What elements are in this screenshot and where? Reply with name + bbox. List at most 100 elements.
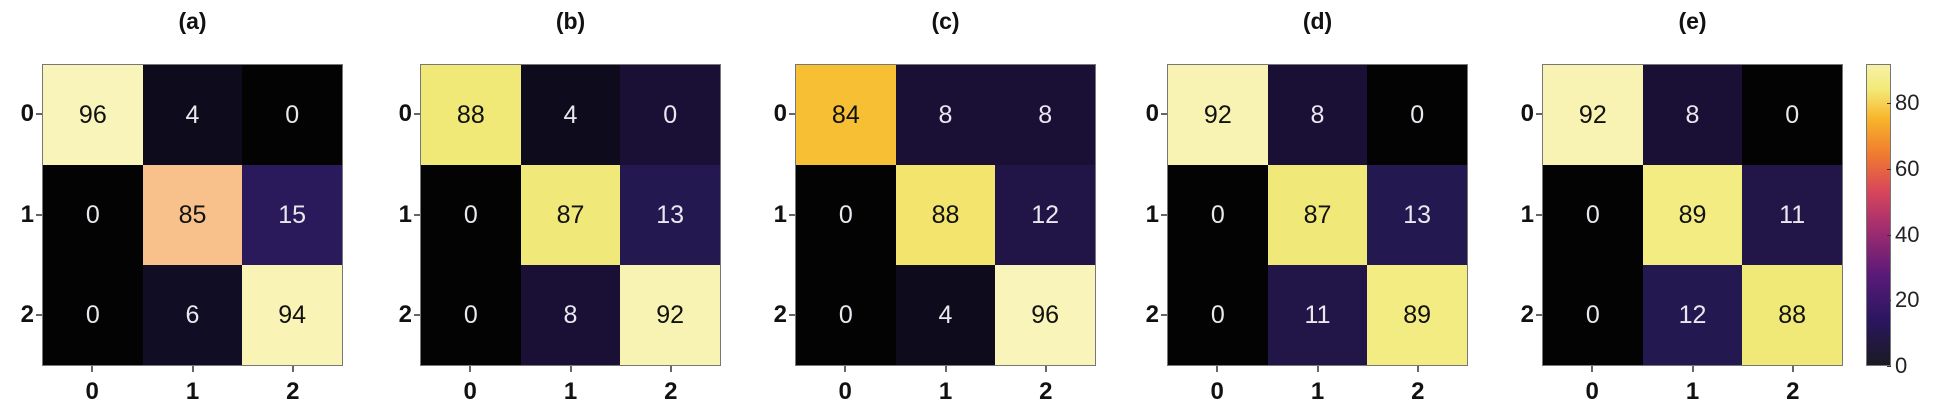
matrix-cell: 8	[1267, 65, 1368, 165]
matrix-cell: 0	[1543, 265, 1643, 365]
x-tick-mark	[291, 366, 294, 372]
matrix-cell: 94	[242, 265, 342, 365]
x-tick-mark	[944, 366, 947, 372]
confusion-matrix: 88 4 0 0 87 13 0 8 92	[420, 64, 721, 366]
x-tick-label: 1	[185, 378, 200, 405]
colorbar-tick-mark	[1887, 103, 1891, 105]
matrix-cell: 87	[520, 165, 621, 265]
y-tick-mark	[414, 113, 420, 116]
y-tick-mark	[36, 313, 42, 316]
matrix-cell: 85	[142, 165, 243, 265]
matrix-cell: 88	[421, 65, 521, 165]
y-tick-mark	[789, 213, 795, 216]
y-tick-mark	[789, 313, 795, 316]
x-tick-label: 1	[938, 378, 953, 405]
matrix-cell: 13	[1367, 165, 1467, 265]
matrix-cell: 6	[142, 265, 243, 365]
x-tick-label: 1	[563, 378, 578, 405]
y-tick-mark	[1161, 113, 1167, 116]
x-tick-label: 2	[664, 378, 678, 405]
y-tick-mark	[36, 113, 42, 116]
matrix-cell: 4	[895, 265, 996, 365]
matrix-cell: 0	[1543, 165, 1643, 265]
y-tick-mark	[1536, 213, 1542, 216]
colorbar	[1866, 64, 1891, 366]
matrix-cell: 8	[995, 65, 1095, 165]
matrix-cell: 13	[620, 165, 720, 265]
y-tick-label: 0	[20, 100, 34, 128]
y-tick-mark	[36, 213, 42, 216]
confusion-matrix: 92 8 0 0 89 11 0 12 88	[1542, 64, 1843, 366]
colorbar-tick-mark	[1887, 366, 1891, 367]
heatmap-panel: (d) 92 8 0 0 87 13 0 11 89 0 1 2 0 1 2	[1125, 0, 1505, 420]
matrix-cell: 0	[1168, 265, 1268, 365]
matrix-cell: 8	[895, 65, 996, 165]
matrix-cell: 84	[796, 65, 896, 165]
matrix-cell: 88	[1742, 265, 1842, 365]
colorbar-tick-label: 80	[1895, 90, 1920, 116]
x-tick-label: 0	[85, 378, 99, 405]
y-tick-label: 2	[1520, 300, 1534, 328]
x-tick-mark	[91, 366, 94, 372]
y-tick-label: 0	[398, 100, 412, 128]
y-tick-label: 1	[773, 200, 787, 228]
y-tick-mark	[1161, 213, 1167, 216]
matrix-cell: 89	[1642, 165, 1743, 265]
x-tick-label: 0	[463, 378, 477, 405]
y-tick-label: 2	[20, 300, 34, 328]
panel-title: (e)	[1678, 8, 1707, 34]
y-tick-mark	[1536, 313, 1542, 316]
heatmap-panel: (a) 96 4 0 0 85 15 0 6 94 0 1 2 0 1 2	[0, 0, 380, 420]
y-tick-label: 1	[1520, 200, 1534, 228]
x-tick-mark	[669, 366, 672, 372]
x-tick-label: 1	[1310, 378, 1325, 405]
colorbar-tick-mark	[1887, 234, 1891, 236]
matrix-cell: 0	[242, 65, 342, 165]
y-tick-mark	[1536, 113, 1542, 116]
matrix-cell: 0	[421, 165, 521, 265]
x-tick-label: 0	[1210, 378, 1224, 405]
x-tick-mark	[469, 366, 472, 372]
y-tick-label: 2	[773, 300, 787, 328]
y-tick-label: 1	[398, 200, 412, 228]
matrix-cell: 92	[620, 265, 720, 365]
x-tick-label: 0	[1585, 378, 1599, 405]
y-tick-label: 2	[398, 300, 412, 328]
panel-title: (a)	[178, 8, 207, 34]
x-tick-mark	[844, 366, 847, 372]
heatmap-panel: (c) 84 8 8 0 88 12 0 4 96 0 1 2 0 1 2	[753, 0, 1133, 420]
colorbar-tick-mark	[1887, 169, 1891, 171]
matrix-cell: 88	[895, 165, 996, 265]
matrix-cell: 96	[43, 65, 143, 165]
y-tick-label: 1	[20, 200, 34, 228]
matrix-cell: 89	[1367, 265, 1467, 365]
colorbar-tick-mark	[1887, 300, 1891, 302]
matrix-cell: 11	[1267, 265, 1368, 365]
y-tick-label: 1	[1145, 200, 1159, 228]
panel-title: (b)	[555, 8, 586, 34]
x-tick-label: 0	[838, 378, 852, 405]
x-tick-mark	[569, 366, 572, 372]
y-tick-mark	[789, 113, 795, 116]
confusion-matrix: 84 8 8 0 88 12 0 4 96	[795, 64, 1096, 366]
y-tick-label: 0	[1145, 100, 1159, 128]
heatmap-panel: (e) 92 8 0 0 89 11 0 12 88 0 1 2 0 1 2	[1500, 0, 1880, 420]
matrix-cell: 8	[1642, 65, 1743, 165]
x-tick-label: 2	[1039, 378, 1053, 405]
matrix-cell: 0	[43, 265, 143, 365]
matrix-cell: 0	[1168, 165, 1268, 265]
y-tick-mark	[414, 313, 420, 316]
matrix-cell: 11	[1742, 165, 1842, 265]
x-tick-label: 2	[1786, 378, 1800, 405]
matrix-cell: 0	[796, 165, 896, 265]
matrix-cell: 0	[43, 165, 143, 265]
matrix-cell: 87	[1267, 165, 1368, 265]
matrix-cell: 96	[995, 265, 1095, 365]
matrix-cell: 0	[796, 265, 896, 365]
x-tick-label: 1	[1685, 378, 1700, 405]
colorbar-tick-label: 40	[1895, 221, 1920, 247]
x-tick-mark	[1416, 366, 1419, 372]
x-tick-mark	[1044, 366, 1047, 372]
colorbar-tick-label: 20	[1895, 287, 1920, 313]
